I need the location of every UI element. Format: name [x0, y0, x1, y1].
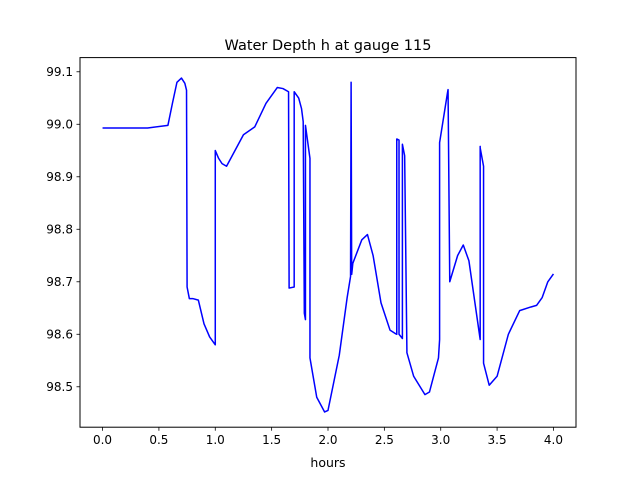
y-tick-label: 99.0: [46, 118, 73, 132]
x-tick-label: 3.0: [431, 433, 450, 447]
y-axis-ticks: 98.5 98.6 98.7 98.8 98.9 99.0 99.1: [46, 65, 80, 394]
x-tick-label: 1.5: [262, 433, 281, 447]
y-tick-label: 98.8: [46, 223, 73, 237]
x-tick-label: 0.0: [93, 433, 112, 447]
x-axis-label: hours: [310, 455, 345, 470]
y-tick-label: 99.1: [46, 65, 73, 79]
y-tick-label: 98.7: [46, 275, 73, 289]
y-tick-label: 98.6: [46, 328, 73, 342]
x-tick-label: 2.5: [375, 433, 394, 447]
x-axis-ticks: 0.0 0.5 1.0 1.5 2.0 2.5 3.0 3.5 4.0: [93, 427, 563, 447]
y-tick-label: 98.5: [46, 380, 73, 394]
x-tick-label: 1.0: [206, 433, 225, 447]
axes-frame: [79, 57, 577, 428]
x-tick-label: 3.5: [488, 433, 507, 447]
plot-area: [102, 77, 555, 413]
chart-title: Water Depth h at gauge 115: [225, 38, 432, 54]
x-tick-label: 0.5: [149, 433, 168, 447]
x-tick-label: 4.0: [544, 433, 563, 447]
x-tick-label: 2.0: [318, 433, 337, 447]
y-tick-label: 98.9: [46, 170, 73, 184]
series-line-1: [102, 77, 555, 413]
